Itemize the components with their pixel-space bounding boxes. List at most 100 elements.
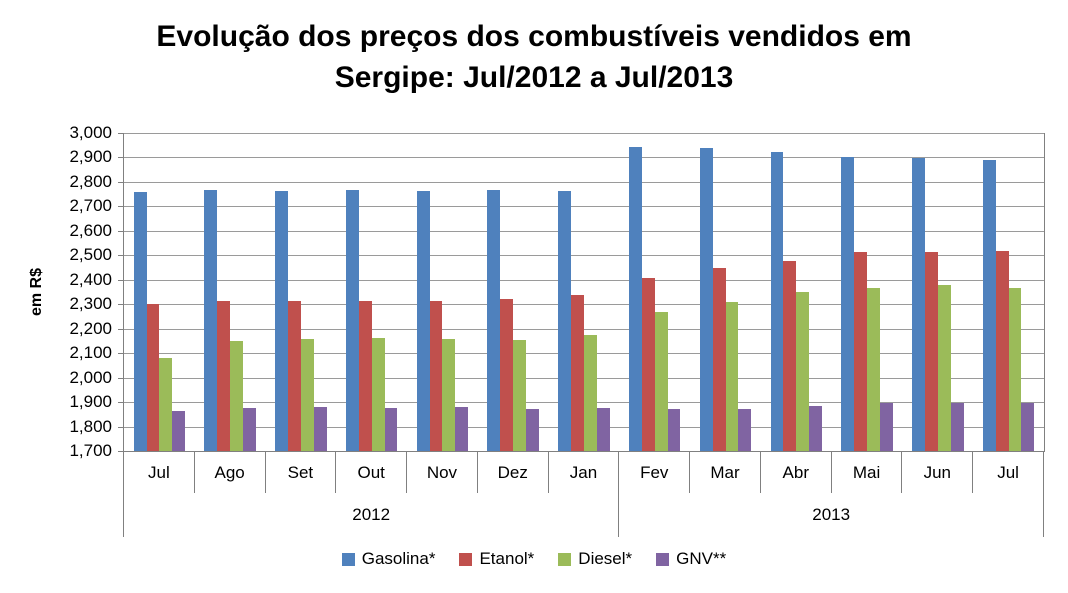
y-axis-tick-mark (118, 304, 124, 305)
y-axis-tick-mark (118, 157, 124, 158)
x-axis-month-label-jun-11: Jun (902, 452, 974, 493)
bar-diesel-out-3 (371, 338, 385, 451)
bar-diesel-fev-7 (654, 312, 668, 451)
y-axis-tick-label: 2,000 (69, 368, 112, 387)
x-axis-year-label-2013: 2013 (619, 493, 1044, 537)
bar-diesel-jul-0 (159, 358, 173, 451)
bar-gnv-nov-4 (455, 407, 469, 451)
legend-item-gnv: GNV** (656, 549, 726, 569)
bar-diesel-dez-5 (513, 339, 527, 451)
bar-diesel-set-2 (300, 339, 314, 451)
bar-gnv-ago-1 (243, 407, 256, 451)
bar-gnv-jun-11 (950, 402, 964, 451)
bar-gasolina-mai-10 (841, 156, 855, 451)
bar-gnv-dez-5 (526, 409, 539, 451)
bar-etanol-dez-5 (500, 298, 514, 451)
x-axis-month-label-jul-12: Jul (973, 452, 1044, 493)
y-axis-tick-label: 1,800 (69, 417, 112, 436)
bar-gasolina-nov-4 (416, 190, 430, 451)
bar-gasolina-jun-11 (912, 158, 925, 451)
legend-swatch-icon (459, 552, 473, 566)
legend-label: Etanol* (479, 549, 535, 568)
x-axis-month-label-abr-9: Abr (761, 452, 832, 493)
x-axis-month-label-set-2: Set (266, 452, 337, 493)
y-axis-tick-label: 2,100 (69, 343, 112, 362)
bar-etanol-abr-9 (783, 261, 797, 451)
x-axis-year-row: 2012 2013 (123, 493, 1044, 537)
legend-label: Gasolina* (361, 549, 436, 568)
bar-diesel-nov-4 (442, 339, 456, 451)
x-axis-month-label-mai-10: Mai (832, 452, 903, 493)
y-axis-tick-mark (118, 402, 124, 403)
bar-gasolina-fev-7 (629, 147, 642, 451)
legend: Gasolina* Etanol* Diesel* GNV** (0, 543, 1068, 575)
x-axis-month-label-nov-4: Nov (407, 452, 478, 493)
gridline-3000 (124, 133, 1044, 134)
x-axis-month-label-mar-8: Mar (690, 452, 761, 493)
bar-etanol-mar-8 (712, 267, 726, 451)
bar-gasolina-dez-5 (487, 190, 501, 451)
bar-diesel-jun-11 (937, 285, 951, 451)
bar-gasolina-jul-12 (982, 159, 996, 451)
x-axis-year-label-2012: 2012 (124, 493, 620, 537)
x-axis-month-label-jan-6: Jan (549, 452, 620, 493)
y-axis-tick-label: 3,000 (69, 123, 112, 142)
bar-diesel-ago-1 (230, 340, 243, 451)
bar-gnv-mai-10 (879, 402, 893, 451)
y-axis-tick-label: 1,900 (69, 392, 112, 411)
bar-gasolina-out-3 (345, 190, 359, 451)
y-axis-tick-mark (118, 329, 124, 330)
chart-title-line1: Evolução dos preços dos combustíveis ven… (156, 20, 912, 53)
y-axis-tick-mark (118, 427, 124, 428)
bar-gasolina-jan-6 (558, 191, 572, 451)
bar-gnv-out-3 (384, 407, 398, 451)
bar-gnv-jul-0 (172, 410, 186, 451)
bar-gasolina-ago-1 (204, 189, 218, 451)
bar-etanol-jun-11 (924, 252, 938, 451)
bar-gnv-set-2 (313, 407, 327, 451)
bar-etanol-jul-12 (995, 250, 1009, 451)
gridline-2600 (124, 231, 1044, 232)
bar-gnv-jan-6 (596, 407, 610, 451)
gridline-2800 (124, 182, 1044, 183)
legend-item-etanol: Etanol* (459, 549, 534, 569)
y-axis-tick-mark (118, 182, 124, 183)
x-axis-month-label-dez-5: Dez (478, 452, 549, 493)
y-axis-tick-mark (118, 206, 124, 207)
y-axis-tick-label: 2,600 (69, 221, 112, 240)
bar-etanol-jul-0 (146, 304, 160, 451)
bar-etanol-out-3 (358, 301, 372, 451)
y-axis-tick-mark (118, 378, 124, 379)
plot-area (118, 133, 1045, 452)
bar-gnv-fev-7 (667, 408, 681, 451)
bar-diesel-mar-8 (725, 301, 739, 451)
y-axis-tick-label: 2,200 (69, 319, 112, 338)
x-axis-month-row: Jul Ago Set Out Nov Dez Jan Fev Mar Abr Mai Jun Jul (123, 452, 1044, 493)
bar-gnv-abr-9 (809, 406, 823, 451)
legend-item-diesel: Diesel* (558, 549, 632, 569)
gridline-2400 (124, 280, 1044, 281)
y-axis-tick-mark (118, 353, 124, 354)
bar-etanol-ago-1 (217, 300, 231, 451)
bar-diesel-mai-10 (867, 287, 880, 451)
y-axis-tick-label: 2,300 (69, 294, 112, 313)
bar-etanol-jan-6 (571, 295, 584, 451)
y-axis-tick-mark (118, 133, 124, 134)
y-axis-tick-mark (118, 280, 124, 281)
bar-gasolina-abr-9 (770, 152, 784, 451)
y-axis-tick-label: 2,500 (69, 245, 112, 264)
bar-gasolina-set-2 (275, 190, 289, 451)
y-axis-tick-label: 2,800 (69, 172, 112, 191)
bar-gnv-mar-8 (738, 408, 752, 451)
bar-etanol-fev-7 (641, 278, 655, 451)
legend-item-gasolina: Gasolina* (341, 549, 436, 569)
gridline-2200 (124, 329, 1044, 330)
gridline-2700 (124, 206, 1044, 207)
legend-swatch-icon (558, 552, 572, 566)
gridline-2300 (124, 304, 1044, 305)
legend-label: Diesel* (578, 549, 633, 568)
gridline-2500 (124, 255, 1044, 256)
bar-gasolina-jul-0 (133, 191, 147, 451)
y-axis-tick-label: 1,700 (69, 441, 112, 460)
